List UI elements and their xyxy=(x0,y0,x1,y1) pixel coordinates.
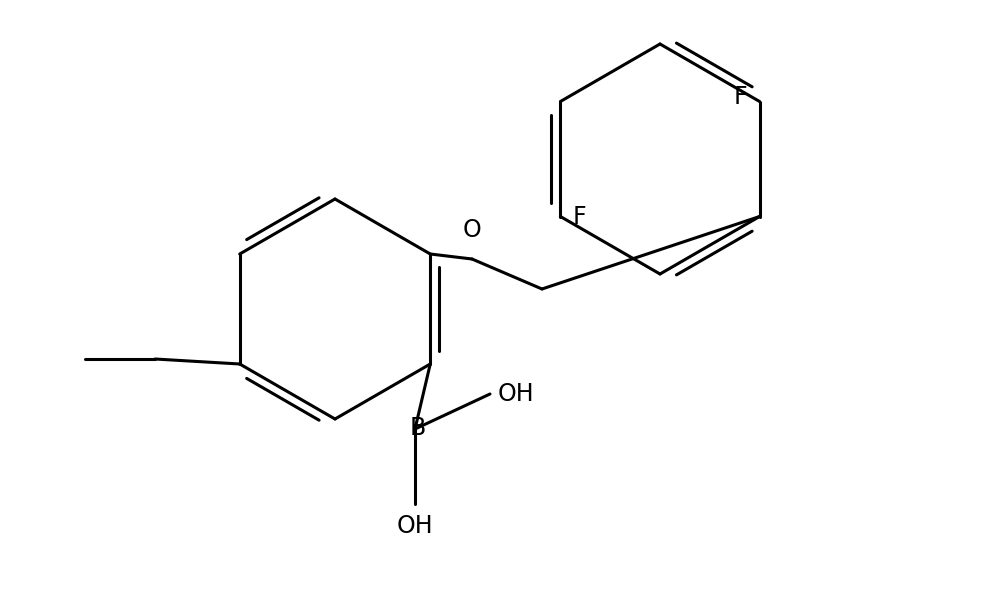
Text: B: B xyxy=(409,416,425,440)
Text: F: F xyxy=(572,204,586,228)
Text: O: O xyxy=(462,218,480,242)
Text: OH: OH xyxy=(497,382,534,406)
Text: F: F xyxy=(733,85,747,109)
Text: OH: OH xyxy=(396,514,433,538)
